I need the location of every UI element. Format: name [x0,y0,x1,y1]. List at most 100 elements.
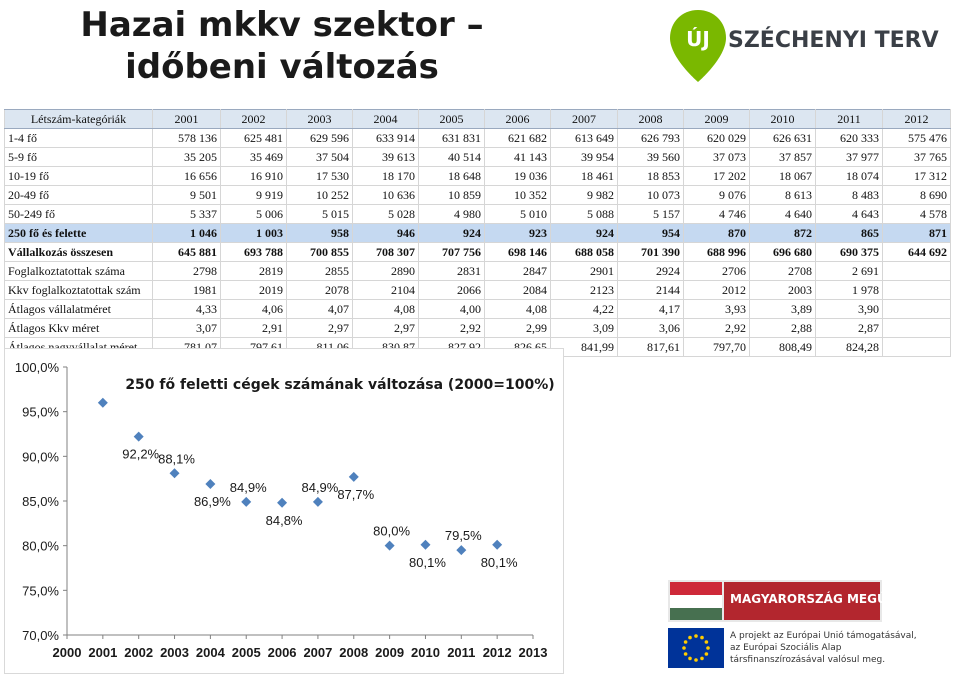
table-cell: 19 036 [484,166,551,186]
x-tick-label: 2003 [160,645,189,660]
table-row: Vállalkozás összesen 645 881 693 788 700 85… [4,242,951,262]
table-cell: 9 982 [550,185,618,205]
table-cell: 575 476 [882,128,951,148]
table-cell: 690 375 [815,242,883,262]
table-cell: 39 560 [617,147,684,167]
table-cell: 18 461 [550,166,618,186]
table-cell: 633 914 [352,128,419,148]
x-tick-label: 2010 [411,645,440,660]
table-cell: 2,91 [220,318,287,338]
table-cell: 1 978 [815,280,883,300]
szechenyi-terv-logo: ÚJ SZÉCHENYI TERV [668,6,939,86]
table-cell: 2708 [749,261,816,281]
table-row: Foglalkoztatottak száma 2798 2819 2855 2890 2… [4,261,951,281]
table-cell: 817,61 [617,337,684,357]
table-cell: 2924 [617,261,684,281]
table-cell: 18 074 [815,166,883,186]
table-row: Átlagos Kkv méret 3,07 2,91 2,97 2,97 2,92 2,9… [4,318,951,338]
table-cell: 2798 [152,261,221,281]
header-cell-year: 2010 [749,109,816,129]
table-cell: 708 307 [352,242,419,262]
eu-star-icon [694,634,698,638]
table-row: 50-249 fő 5 337 5 006 5 015 5 028 4 980 5 010 5… [4,204,951,224]
table-cell: 18 648 [418,166,485,186]
table-cell: 17 312 [882,166,951,186]
table-cell: 35 205 [152,147,221,167]
header-cell-year: 2005 [418,109,485,129]
x-tick-label: 2007 [303,645,332,660]
eu-star-icon [700,656,704,661]
header-cell-year: 2008 [617,109,684,129]
y-tick-label: 75,0% [22,583,59,598]
data-point-marker [312,496,323,507]
y-tick-label: 85,0% [22,494,59,509]
table-cell [882,280,951,300]
row-label: 1-4 fő [4,128,153,148]
eu-text-line-1: A projekt az Európai Unió támogatásával, [730,631,917,641]
eu-star-icon [688,635,692,640]
table-cell: 17 530 [286,166,353,186]
table-cell: 620 029 [683,128,750,148]
table-cell: 4,07 [286,299,353,319]
table-cell: 2,97 [286,318,353,338]
table-cell: 2066 [418,280,485,300]
table-cell: 4,08 [352,299,419,319]
x-tick-label: 2005 [232,645,261,660]
table-cell: 924 [418,223,485,243]
table-cell: 2855 [286,261,353,281]
table-cell: 10 252 [286,185,353,205]
table-cell: 39 613 [352,147,419,167]
table-cell: 17 202 [683,166,750,186]
y-tick-label: 80,0% [22,539,59,554]
table-cell: 2819 [220,261,287,281]
eu-text: A projekt az Európai Unió támogatásával,… [730,630,917,666]
eu-star-icon [683,652,688,656]
table-cell: 865 [815,223,883,243]
data-point-marker [133,431,144,442]
table-cell: 16 656 [152,166,221,186]
table-row: Átlagos vállalatméret 4,33 4,06 4,07 4,08 4,0… [4,299,951,319]
table-cell: 35 469 [220,147,287,167]
data-label: 86,9% [194,494,231,509]
table-cell: 2901 [550,261,618,281]
table-cell: 2 691 [815,261,883,281]
table-cell: 8 613 [749,185,816,205]
logo-text: SZÉCHENYI TERV [728,28,939,53]
table-cell: 693 788 [220,242,287,262]
table-cell: 2,92 [683,318,750,338]
table-cell: 626 631 [749,128,816,148]
table-cell: 4 578 [882,204,951,224]
eu-star-icon [688,656,692,661]
table-cell: 4,33 [152,299,221,319]
table-cell: 2831 [418,261,485,281]
table-row: 250 fő és felette 1 046 1 003 958 946 924 923 9… [4,223,951,243]
eu-star-icon [683,640,688,644]
hungarian-flag-banner-icon [668,580,882,622]
y-tick-label: 90,0% [22,449,59,464]
brand-text: MAGYARORSZÁG MEGÚJUL [730,592,909,606]
table-cell [882,261,951,281]
table-cell: 10 073 [617,185,684,205]
table-cell: 707 756 [418,242,485,262]
table-cell: 37 765 [882,147,951,167]
table-cell: 5 010 [484,204,551,224]
table-cell: 40 514 [418,147,485,167]
table-cell: 9 919 [220,185,287,205]
table-cell: 4 746 [683,204,750,224]
table-cell: 4 640 [749,204,816,224]
table-cell: 37 073 [683,147,750,167]
table-cell: 946 [352,223,419,243]
data-point-marker [492,539,503,550]
row-label: Átlagos Kkv méret [4,318,153,338]
table-cell: 37 857 [749,147,816,167]
data-label: 92,2% [122,447,159,462]
location-pin-icon: ÚJ [670,10,726,82]
table-cell: 1 046 [152,223,221,243]
row-label: Kkv foglalkoztatottak szám [4,280,153,300]
data-label: 80,0% [373,524,410,539]
data-label: 84,8% [266,513,303,528]
table-cell: 824,28 [815,337,883,357]
table-cell: 5 028 [352,204,419,224]
header-cell-year: 2003 [286,109,353,129]
table-cell: 620 333 [815,128,883,148]
